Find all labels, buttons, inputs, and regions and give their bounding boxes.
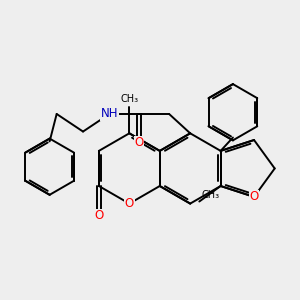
Text: NH: NH	[100, 107, 118, 121]
Text: O: O	[135, 136, 144, 149]
Text: O: O	[125, 197, 134, 210]
Text: CH₃: CH₃	[201, 190, 219, 200]
Text: O: O	[249, 190, 259, 203]
Text: O: O	[94, 209, 104, 222]
Text: CH₃: CH₃	[120, 94, 138, 104]
